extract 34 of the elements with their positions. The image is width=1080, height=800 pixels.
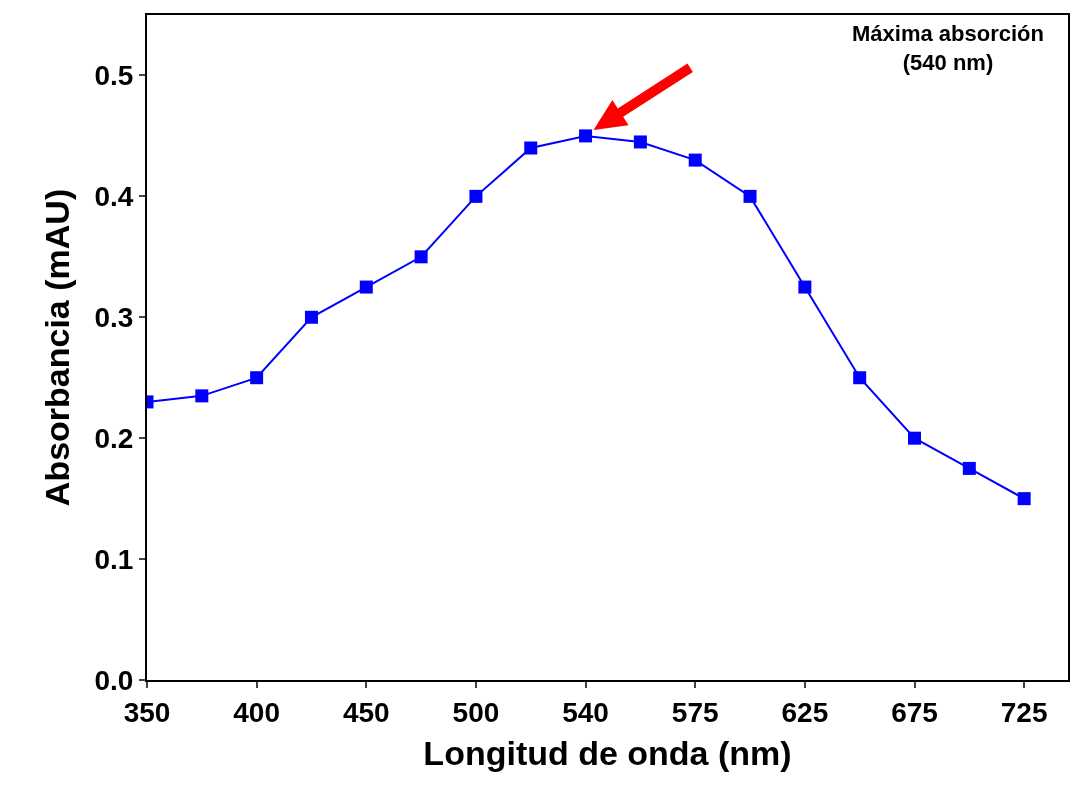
x-tick-label: 540 [562, 696, 609, 728]
point [743, 189, 757, 203]
point [962, 461, 976, 475]
x-tick-label: 450 [342, 696, 390, 728]
y-tick-label: 0.5 [94, 60, 134, 92]
x-tick-label: 575 [671, 696, 719, 728]
y-tick-label: 0.0 [94, 664, 134, 696]
point [688, 153, 702, 167]
y-tick-label: 0.2 [94, 422, 134, 454]
point [359, 280, 373, 294]
point [250, 371, 264, 385]
point [798, 280, 812, 294]
point [1017, 492, 1031, 506]
y-tick-label: 0.3 [94, 302, 134, 334]
y-axis-title: Absorbancia (mAU) [37, 188, 76, 507]
point [853, 371, 867, 385]
x-tick-label: 675 [891, 696, 938, 728]
point [414, 250, 428, 264]
x-tick-label: 350 [123, 696, 171, 728]
annotation: Máxima absorción (540 nm) [852, 21, 1044, 75]
x-tick-label: 500 [452, 696, 500, 728]
x-tick-label: 725 [1000, 696, 1048, 728]
x-tick-label: 400 [233, 696, 280, 728]
point [304, 310, 318, 324]
x-axis-title: Longitud de onda (nm) [423, 734, 792, 773]
point [469, 189, 483, 203]
x-tick-label: 625 [781, 696, 829, 728]
point [579, 129, 593, 143]
point [633, 135, 647, 149]
point [524, 141, 538, 155]
y-tick-label: 0.1 [94, 543, 134, 575]
point [908, 431, 921, 445]
y-tick-label: 0.4 [94, 181, 134, 213]
point [195, 389, 209, 403]
